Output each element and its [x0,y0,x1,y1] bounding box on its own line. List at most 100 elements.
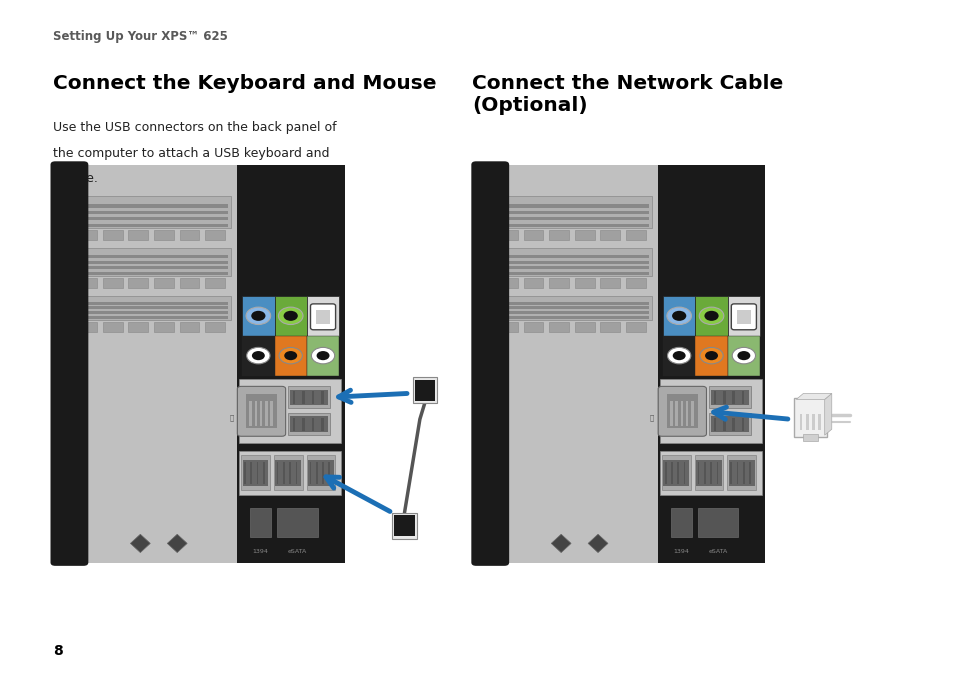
Bar [205,322,225,332]
Bar [302,418,304,431]
Bar [799,414,801,430]
Bar [289,462,291,484]
Bar [697,508,738,537]
Bar [497,322,517,332]
Bar [523,278,543,288]
Bar [77,316,228,319]
Bar [293,418,295,431]
Bar [549,278,568,288]
Bar [722,391,725,403]
Bar [77,261,228,264]
Circle shape [316,351,329,360]
Bar [103,278,123,288]
Bar [256,462,258,484]
Bar [238,380,341,443]
Bar [732,391,734,403]
Bar [575,278,594,288]
Bar [716,462,718,484]
Bar [392,512,416,539]
Bar [659,451,761,495]
FancyBboxPatch shape [471,161,509,566]
Text: Setting Up Your XPS™ 625: Setting Up Your XPS™ 625 [53,30,228,43]
Bar [61,165,236,563]
Bar [242,296,274,336]
Bar [805,414,807,430]
Bar [320,391,323,403]
Polygon shape [823,393,831,435]
Bar [802,434,817,441]
Bar [275,460,301,486]
Bar [662,336,695,376]
Circle shape [667,347,690,364]
Bar [748,462,750,484]
Bar [308,460,334,486]
Bar [236,165,344,563]
Bar [659,380,761,443]
Bar [695,336,727,376]
Bar [599,278,619,288]
Bar [696,460,721,486]
Bar [274,336,307,376]
Bar [680,401,682,426]
Bar [179,322,199,332]
Circle shape [278,307,303,324]
Bar [575,230,594,240]
Bar [727,296,760,336]
Bar [312,391,314,403]
Bar [497,316,648,319]
Bar [153,230,173,240]
Bar [307,296,339,336]
Bar [290,416,328,432]
Bar [270,401,273,426]
Text: Connect the Keyboard and Mouse: Connect the Keyboard and Mouse [53,74,436,93]
Bar [205,278,225,288]
Bar [497,311,648,314]
Bar [244,462,246,484]
Polygon shape [167,534,187,552]
Text: eSATA: eSATA [288,548,307,554]
Bar [77,271,228,275]
Bar [238,451,341,495]
Bar [727,456,756,491]
Text: 8: 8 [53,644,63,658]
Bar [657,165,764,563]
Bar [625,322,645,332]
Text: mouse.: mouse. [53,172,99,185]
Bar [742,462,744,484]
FancyBboxPatch shape [658,387,706,436]
Bar [205,230,225,240]
Bar [274,456,302,491]
Bar [732,418,734,431]
Polygon shape [587,534,607,552]
Bar [250,462,252,484]
Bar [74,248,231,276]
Text: eSATA: eSATA [708,548,727,554]
Text: 1394: 1394 [253,548,268,554]
Bar [315,310,330,324]
Text: ᛘ: ᛘ [229,414,233,421]
Circle shape [699,307,723,324]
Text: Connect the Network Cable
(Optional): Connect the Network Cable (Optional) [472,74,782,115]
Bar [276,508,317,537]
Bar [288,387,330,408]
Bar [179,278,199,288]
Bar [238,499,341,546]
Bar [599,230,619,240]
Bar [77,311,228,314]
Bar [263,462,264,484]
Polygon shape [551,534,571,552]
Bar [736,462,738,484]
Bar [413,377,436,403]
Bar [242,336,274,376]
Bar [694,456,722,491]
Bar [730,462,731,484]
Bar [497,306,648,309]
Bar [625,278,645,288]
Polygon shape [131,534,151,552]
Bar [259,401,262,426]
Bar [254,401,256,426]
Circle shape [704,351,718,360]
Circle shape [703,311,718,321]
Bar [736,310,750,324]
Bar [497,255,648,258]
